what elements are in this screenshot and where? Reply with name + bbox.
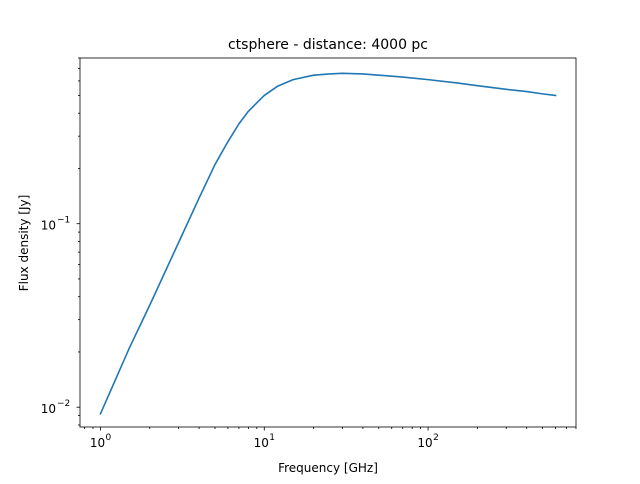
axes-frame: [79, 57, 577, 428]
x-tick-label: 10: [90, 436, 105, 450]
x-tick-label: 10: [417, 436, 432, 450]
data-series-line: [99, 72, 557, 415]
plot-area: 10 0 10 1 10 210 −210 −1: [41, 57, 577, 450]
x-tick-exponent: 2: [433, 433, 439, 443]
y-tick-label: 10: [41, 402, 56, 416]
y-tick-exponent: −2: [57, 399, 70, 409]
x-tick-exponent: 1: [269, 433, 275, 443]
x-tick-exponent: 0: [105, 433, 111, 443]
y-axis-label: Flux density [Jy]: [17, 195, 31, 292]
x-axis-label: Frequency [GHz]: [278, 461, 378, 475]
chart-title: ctsphere - distance: 4000 pc: [228, 37, 428, 53]
y-tick-label: 10: [41, 219, 56, 233]
x-tick-label: 10: [254, 436, 269, 450]
y-tick-exponent: −1: [57, 216, 70, 226]
